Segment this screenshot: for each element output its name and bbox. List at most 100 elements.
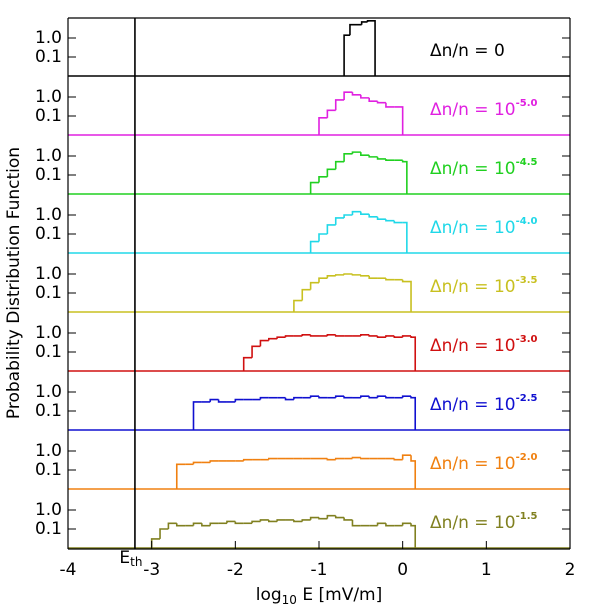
legend-entry: Δn/n = 10-1.5 — [430, 511, 538, 533]
legend-text: Δn/n = 10 — [430, 395, 516, 415]
histogram-bin — [349, 23, 362, 36]
y-tick-label: 0.1 — [35, 47, 62, 67]
histogram-bin — [334, 334, 345, 337]
histogram-bin — [385, 102, 395, 108]
histogram-bin — [401, 454, 412, 460]
threshold-label: Eth — [119, 548, 142, 569]
legend-text: Δn/n = 10 — [430, 513, 516, 533]
legend-text: Δn/n = 0 — [430, 41, 505, 61]
histogram-bin — [393, 335, 403, 339]
histogram-bin — [301, 288, 311, 301]
histogram-bin — [334, 99, 345, 111]
histogram-bin — [351, 92, 361, 96]
histogram-bin — [368, 155, 378, 158]
threshold-sub: th — [130, 555, 142, 569]
histogram-bin — [284, 335, 294, 338]
y-tick-label: 1.0 — [35, 87, 62, 107]
histogram-bin — [334, 515, 345, 519]
histogram-bin — [360, 211, 370, 216]
histogram-bin — [309, 181, 319, 194]
histogram-bin — [393, 220, 403, 224]
legend-exponent: -2.5 — [516, 393, 538, 404]
histogram-bin — [326, 224, 336, 234]
y-tick-label: 0.1 — [35, 460, 62, 480]
histogram-bin — [393, 458, 403, 461]
histogram-bin — [376, 156, 386, 160]
histogram-bin — [368, 396, 378, 399]
y-tick-label: 0.1 — [35, 224, 62, 244]
histogram-bin — [318, 176, 328, 183]
x-label-sub: 10 — [282, 593, 297, 607]
legend-text: Δn/n = 10 — [430, 454, 516, 474]
histogram-bin — [318, 277, 328, 283]
x-tick-label: -3 — [143, 560, 160, 580]
histogram-bin — [326, 168, 336, 177]
legend-entry: Δn/n = 10-5.0 — [430, 98, 538, 120]
histogram-bin — [167, 522, 177, 529]
histogram-bin — [326, 334, 336, 336]
legend-exponent: -4.5 — [516, 157, 538, 168]
histogram-bin — [242, 356, 253, 371]
histogram-bin — [343, 517, 353, 521]
histogram-bin — [385, 278, 395, 281]
histogram-bin — [309, 395, 319, 398]
legend-exponent: -1.5 — [516, 511, 538, 522]
histogram-bin — [326, 109, 336, 118]
histogram-bin — [150, 538, 161, 548]
histogram-bin — [159, 528, 169, 539]
y-tick-label: 1.0 — [35, 323, 62, 343]
histogram-bin — [209, 522, 219, 526]
histogram-bin — [343, 396, 353, 399]
histogram-bin — [366, 20, 376, 76]
legend-entry: Δn/n = 10-2.5 — [430, 393, 538, 415]
histogram-bin — [209, 460, 219, 463]
histogram-bin — [368, 275, 378, 280]
histogram-bin — [376, 335, 386, 339]
y-tick-label: 0.1 — [35, 283, 62, 303]
histogram-bin — [351, 151, 361, 154]
legend-text: Δn/n = 10 — [430, 159, 516, 179]
y-tick-label: 1.0 — [35, 264, 62, 284]
histogram-bin — [318, 233, 328, 242]
histogram-bin — [410, 396, 417, 430]
histogram-bin — [309, 281, 319, 290]
histogram-bin — [376, 216, 386, 221]
histogram-bin — [242, 458, 253, 461]
histogram-bin — [326, 458, 336, 461]
histogram-bin — [301, 519, 311, 522]
histogram-bin — [351, 519, 361, 527]
histogram-bin — [175, 463, 186, 489]
y-tick-label: 0.1 — [35, 342, 62, 362]
histogram-bin — [334, 160, 345, 170]
histogram-bin — [276, 336, 286, 339]
threshold-text: E — [119, 548, 130, 568]
histogram-bin — [385, 335, 395, 338]
y-tick-label: 0.1 — [35, 519, 62, 539]
histogram-bin — [318, 517, 328, 520]
y-tick-label: 1.0 — [35, 441, 62, 461]
histogram-bin — [385, 158, 395, 162]
histogram-bin — [401, 335, 412, 338]
histogram-bin — [259, 396, 269, 400]
histogram-bin — [343, 34, 350, 76]
histogram-bin — [385, 219, 395, 222]
y-tick-label: 0.1 — [35, 106, 62, 126]
histogram-bin — [394, 106, 404, 135]
histogram-bin — [360, 395, 370, 398]
histogram-bin — [410, 523, 417, 548]
histogram-bin — [192, 401, 202, 430]
legend-exponent: -5.0 — [516, 98, 538, 109]
y-tick-label: 1.0 — [35, 146, 62, 166]
legend-exponent: -4.0 — [516, 216, 538, 227]
histogram-bin — [385, 523, 395, 527]
histogram-bin — [209, 398, 219, 402]
histogram-bin — [309, 516, 319, 520]
histogram-bin — [351, 456, 361, 459]
histogram-bin — [360, 457, 370, 460]
legend-text: Δn/n = 10 — [430, 218, 516, 238]
histogram-bin — [217, 399, 227, 403]
legend-text: Δn/n = 10 — [430, 336, 516, 356]
y-axis-label: Probability Distribution Function — [4, 147, 24, 419]
histogram-bin — [293, 299, 303, 312]
x-tick-label: 2 — [565, 560, 576, 580]
